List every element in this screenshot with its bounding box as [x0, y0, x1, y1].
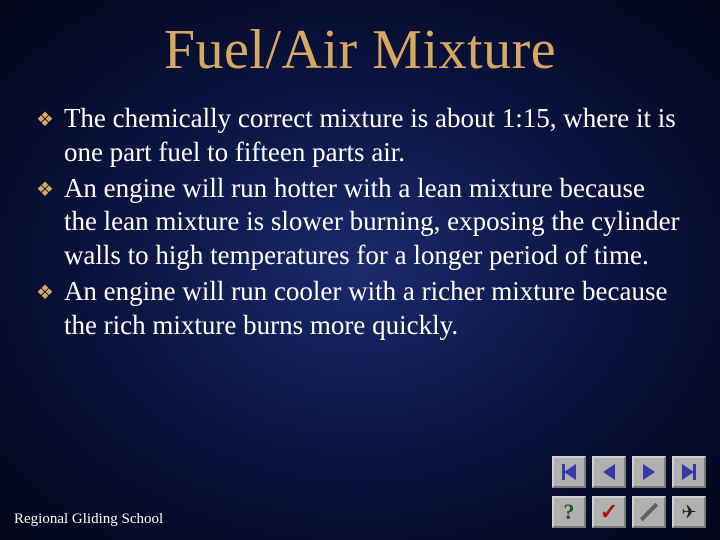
arrow-right-icon [643, 464, 655, 480]
airplane-icon: ✈ [681, 502, 696, 523]
slide-title: Fuel/Air Mixture [0, 0, 720, 102]
next-slide-button[interactable] [632, 456, 666, 488]
footer-label: Regional Gliding School [14, 511, 163, 528]
slash-icon [640, 503, 658, 521]
disabled-button[interactable] [632, 496, 666, 528]
nav-button-row [552, 456, 706, 488]
diamond-bullet-icon: ❖ [36, 107, 54, 132]
arrow-left-icon [564, 464, 576, 480]
action-button-row: ? ✓ ✈ [552, 496, 706, 528]
bullet-item: ❖ An engine will run hotter with a lean … [36, 172, 684, 273]
slide-content: ❖ The chemically correct mixture is abou… [0, 102, 720, 342]
bullet-text: The chemically correct mixture is about … [64, 102, 684, 170]
arrow-left-icon [603, 464, 615, 480]
check-button[interactable]: ✓ [592, 496, 626, 528]
bullet-item: ❖ An engine will run cooler with a riche… [36, 275, 684, 343]
last-slide-button[interactable] [672, 456, 706, 488]
prev-slide-button[interactable] [592, 456, 626, 488]
diamond-bullet-icon: ❖ [36, 177, 54, 202]
plane-button[interactable]: ✈ [672, 496, 706, 528]
question-icon: ? [564, 499, 575, 525]
bullet-text: An engine will run cooler with a richer … [64, 275, 684, 343]
bullet-item: ❖ The chemically correct mixture is abou… [36, 102, 684, 170]
checkmark-icon: ✓ [600, 499, 618, 525]
help-button[interactable]: ? [552, 496, 586, 528]
first-slide-button[interactable] [552, 456, 586, 488]
bar-icon [693, 464, 696, 480]
bullet-text: An engine will run hotter with a lean mi… [64, 172, 684, 273]
diamond-bullet-icon: ❖ [36, 280, 54, 305]
